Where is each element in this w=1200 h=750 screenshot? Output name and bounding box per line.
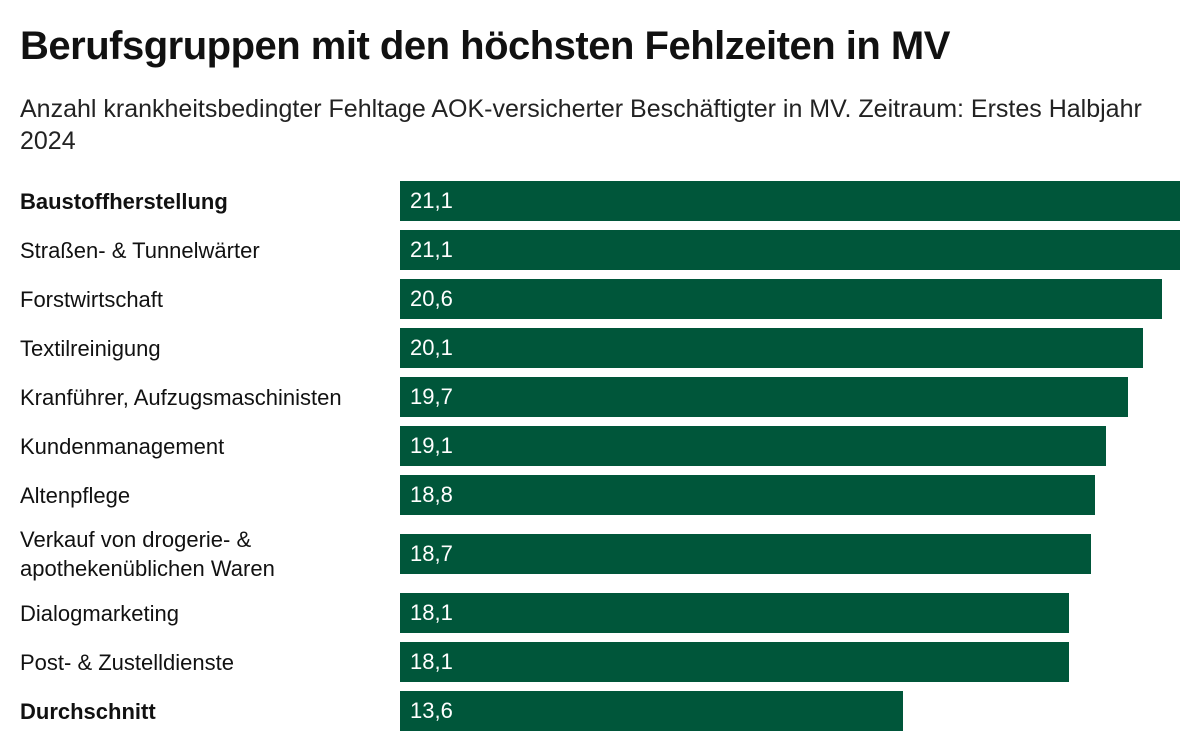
bar: 20,1: [400, 328, 1144, 368]
bar: 21,1: [400, 181, 1180, 221]
category-label: Baustoffherstellung: [20, 188, 228, 214]
bar: 20,6: [400, 279, 1162, 319]
bar-row: Forstwirtschaft 20,6: [0, 279, 1200, 319]
category-label: Straßen- & Tunnelwärter: [20, 237, 260, 263]
category-label: Dialogmarketing: [20, 600, 179, 626]
data-label: 21,1: [410, 188, 453, 213]
data-label: 18,8: [410, 482, 453, 507]
data-label: 18,1: [410, 600, 453, 625]
data-label: 21,1: [410, 237, 453, 262]
category-label: Kranführer, Aufzugsmaschinisten: [20, 384, 342, 410]
data-label: 18,7: [410, 541, 453, 566]
bar: 18,8: [400, 475, 1095, 515]
bar-row: Altenpflege 18,8: [0, 475, 1200, 515]
category-label: Verkauf von drogerie- & apothekenübliche…: [20, 527, 275, 581]
bar: 21,1: [400, 230, 1180, 270]
category-label: Post- & Zustelldienste: [20, 649, 234, 675]
data-label: 20,1: [410, 335, 453, 360]
bar: 18,7: [400, 534, 1092, 574]
bar-row: Baustoffherstellung 21,1: [0, 181, 1200, 221]
bar-row: Textilreinigung 20,1: [0, 328, 1200, 368]
bar-row: Durchschnitt 13,6: [0, 691, 1200, 731]
bar: 19,7: [400, 377, 1129, 417]
bar-row: Straßen- & Tunnelwärter 21,1: [0, 230, 1200, 270]
chart-subtitle: Anzahl krankheitsbedingter Fehltage AOK-…: [20, 95, 1142, 155]
data-label: 13,6: [410, 698, 453, 723]
category-label: Altenpflege: [20, 482, 131, 508]
category-label: Textilreinigung: [20, 335, 161, 361]
bar: 18,1: [400, 642, 1070, 682]
bar-row: Dialogmarketing 18,1: [0, 593, 1200, 633]
bar-row: Kranführer, Aufzugsmaschinisten 19,7: [0, 377, 1200, 417]
bar-row: Post- & Zustelldienste 18,1: [0, 642, 1200, 682]
bar: 19,1: [400, 426, 1107, 466]
data-label: 19,1: [410, 433, 453, 458]
data-label: 18,1: [410, 649, 453, 674]
category-label: Durchschnitt: [20, 698, 156, 724]
bar: 13,6: [400, 691, 903, 731]
bar: 18,1: [400, 593, 1070, 633]
chart-title: Berufsgruppen mit den höchsten Fehlzeite…: [20, 24, 950, 68]
category-label: Forstwirtschaft: [20, 286, 164, 312]
category-label: Kundenmanagement: [20, 433, 225, 459]
data-label: 19,7: [410, 384, 453, 409]
bar-row: Kundenmanagement 19,1: [0, 426, 1200, 466]
data-label: 20,6: [410, 286, 453, 311]
bar-row: Verkauf von drogerie- & apothekenübliche…: [0, 527, 1200, 581]
